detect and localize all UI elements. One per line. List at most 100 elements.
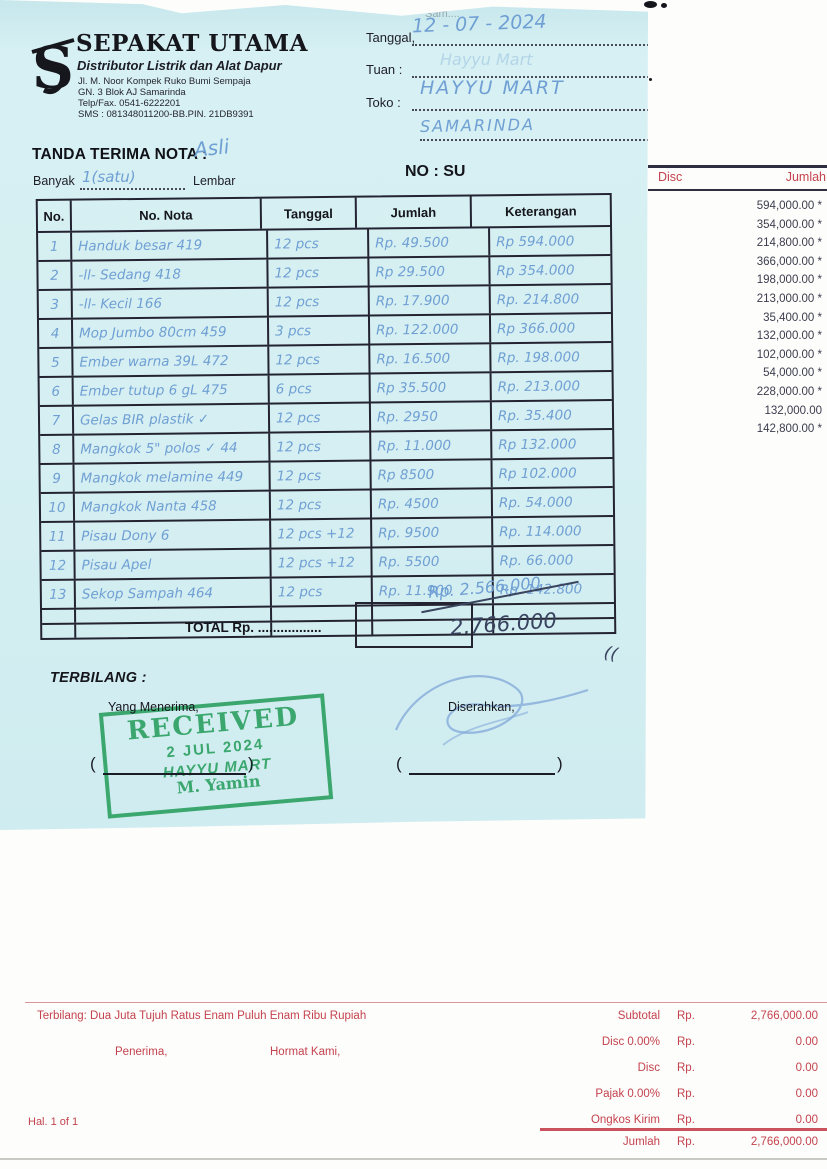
cell-no: 10 xyxy=(40,493,76,521)
invoice-total-row: Ongkos Kirim Rp. 0.00 xyxy=(430,1108,822,1134)
deliverer-signature xyxy=(394,675,589,746)
cell-tanggal-qty: 6 pcs xyxy=(269,374,371,403)
total-row-value: 0.00 xyxy=(795,1114,818,1126)
invoice-column-header: Disc Jumlah xyxy=(648,170,827,188)
cell-tanggal-qty: 12 pcs xyxy=(268,287,370,316)
toko-dotted-line-2 xyxy=(420,138,648,141)
total-row-value: 0.00 xyxy=(795,1088,818,1100)
company-name: SEPAKAT UTAMA xyxy=(76,30,308,57)
cell-no-nota: Handuk besar 419 xyxy=(72,230,269,260)
cell-no: 5 xyxy=(39,348,74,376)
page-number-label: Hal. 1 of 1 xyxy=(28,1116,79,1128)
cell-keterangan: Rp 354.000 xyxy=(496,261,575,279)
cell-jumlah-harga: Rp. 16.500 xyxy=(370,344,492,373)
tanggal-year-prefix: 20..... xyxy=(660,30,693,45)
header-no-nota: No. Nota xyxy=(71,198,263,231)
terbilang-text: Terbilang: Dua Juta Tujuh Ratus Enam Pul… xyxy=(37,1010,367,1022)
cell-no: 13 xyxy=(41,580,76,608)
toko-handwritten: HAYYU MART xyxy=(420,77,565,99)
cell-jumlah-harga: Rp. 5500 xyxy=(372,547,494,576)
footer-rule-bottom xyxy=(0,1158,827,1160)
cell-no: 9 xyxy=(40,464,75,492)
terbilang-label: TERBILANG : xyxy=(50,670,147,686)
invoice-amount: 142,800.00 * xyxy=(756,423,822,436)
total-row-label: Pajak 0.00% xyxy=(595,1088,660,1100)
cell-tanggal-qty: 12 pcs +12 xyxy=(271,548,373,577)
receipt-paper: S SEPAKAT UTAMA Distributor Listrik dan … xyxy=(0,0,648,830)
cell-tanggal-qty: 12 pcs xyxy=(270,432,372,461)
footer-rule-top xyxy=(25,1002,827,1003)
header-keterangan: Keterangan xyxy=(505,202,577,219)
cell-no: 2 xyxy=(38,261,73,290)
header-jumlah: Jumlah xyxy=(356,196,473,228)
company-tagline: Distributor Listrik dan Alat Dapur xyxy=(77,58,282,73)
invoice-total-row: Pajak 0.00% Rp. 0.00 xyxy=(430,1082,822,1108)
tanggal-handwritten: 12 - 07 - 2024 xyxy=(411,10,547,38)
cell-tanggal-qty: 12 pcs xyxy=(268,229,370,258)
lembar-label: Lembar xyxy=(193,174,236,188)
cell-no-nota: Sekop Sampah 464 xyxy=(75,578,272,608)
cell-tanggal-qty: 12 pcs xyxy=(269,345,371,374)
invoice-amount: 132,000.00 * xyxy=(756,330,822,343)
cell-no-nota: -ll- Sedang 418 xyxy=(72,259,269,289)
company-address-4: SMS : 081348011200-BB.PIN. 21DB9391 xyxy=(78,109,254,120)
scan-artifact-dot xyxy=(661,3,667,8)
cell-keterangan: Rp 366.000 xyxy=(497,319,576,337)
cell-tanggal-qty: 3 pcs xyxy=(268,316,371,345)
cell-keterangan: Rp. 35.400 xyxy=(497,406,572,424)
cell-no-nota: Ember tutup 6 gL 475 xyxy=(73,375,270,405)
yang-menerima-label: Yang Menerima, xyxy=(108,700,199,714)
hormat-kami-label: Hormat Kami, xyxy=(270,1046,341,1058)
total-row-currency: Rp. xyxy=(677,1036,695,1048)
banyak-handwritten: 1(satu) xyxy=(82,168,136,186)
total-row-label: Disc 0.00% xyxy=(601,1036,660,1048)
cell-keterangan: Rp. 54.000 xyxy=(498,493,573,511)
diserahkan-label: Diserahkan, xyxy=(448,700,515,714)
cell-keterangan: Rp. 198.000 xyxy=(497,348,580,366)
cell-tanggal-qty: 12 pcs xyxy=(270,461,372,490)
cell-jumlah-harga: Rp. 4500 xyxy=(371,489,494,518)
invoice-amount: 354,000.00 * xyxy=(756,218,822,231)
cell-tanggal-qty: 12 pcs xyxy=(270,490,373,519)
nota-number-label: NO : SU xyxy=(405,163,466,180)
tuan-handwritten-ghost: Hayyu Mart xyxy=(440,50,533,69)
pen-mark: (( xyxy=(602,642,620,666)
document-title: TANDA TERIMA NOTA : xyxy=(32,146,208,163)
right-paren-receiver: ) xyxy=(248,754,254,773)
cell-no: 7 xyxy=(39,406,75,434)
cell-keterangan: Rp 102.000 xyxy=(498,464,577,482)
total-row-value: 0.00 xyxy=(795,1036,818,1048)
cell-jumlah-harga: Rp. 9500 xyxy=(372,518,494,547)
total-label: TOTAL Rp. ................. xyxy=(185,620,322,635)
cell-jumlah-harga: Rp. 122.000 xyxy=(369,315,492,344)
disc-column-header: Disc xyxy=(658,170,683,184)
nota-table: No. No. Nota Tanggal Jumlah Keterangan 1… xyxy=(35,192,617,641)
cell-no: 4 xyxy=(38,319,74,347)
scan-artifact-dot xyxy=(644,1,657,8)
grand-total-rule xyxy=(540,1128,827,1131)
right-paren-deliverer: ) xyxy=(557,754,563,773)
banyak-label: Banyak xyxy=(33,174,75,188)
company-address-1: Jl. M. Noor Kompek Ruko Bumi Sempaja xyxy=(78,76,251,87)
invoice-amount: 366,000.00 * xyxy=(756,255,822,268)
invoice-amount: 213,000.00 * xyxy=(756,292,822,305)
cell-no-nota: -ll- Kecil 166 xyxy=(72,288,269,318)
toko-dotted-line xyxy=(412,108,648,111)
invoice-header-rule-bottom xyxy=(648,189,827,191)
company-logo: S xyxy=(31,36,75,98)
invoice-amount: 54,000.00 * xyxy=(763,367,822,380)
cell-no-nota: Mangkok Nanta 458 xyxy=(74,491,272,521)
cell-keterangan: Rp. 214.800 xyxy=(496,290,580,308)
tanggal-dotted-line xyxy=(412,43,648,46)
banyak-dotted-line xyxy=(80,187,185,190)
cell-no: 8 xyxy=(40,435,75,463)
cell-tanggal-qty: 12 pcs +12 xyxy=(271,519,373,548)
cell-no: 12 xyxy=(41,551,76,579)
cell-jumlah-harga: Rp 29.500 xyxy=(369,257,491,286)
cell-no: 11 xyxy=(41,522,76,550)
invoice-total-row: Disc 0.00% Rp. 0.00 xyxy=(430,1030,822,1056)
tanggal-label: Tanggal, xyxy=(366,30,416,45)
cell-keterangan: Rp. 114.000 xyxy=(499,522,582,540)
cell-keterangan: Rp 594.000 xyxy=(496,232,575,250)
